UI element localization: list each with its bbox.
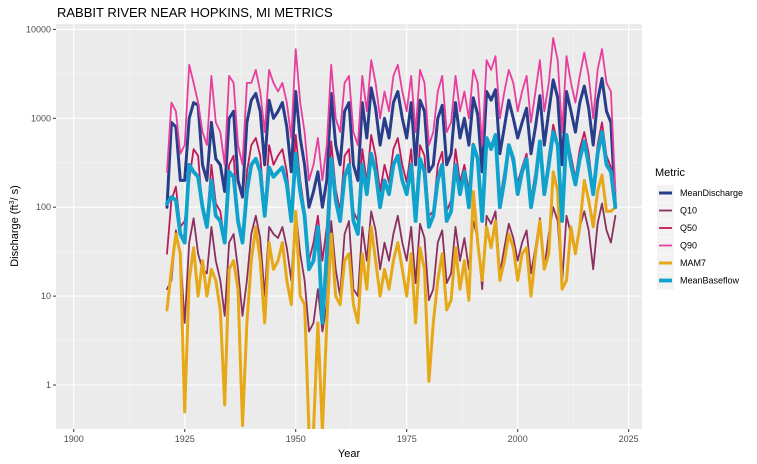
y-tick-label: 1000 [31,113,51,123]
legend-title: Metric [655,167,685,179]
y-axis-ticks: 1 10 100 1000 10000 [26,24,56,390]
y-tick-label: 10 [41,291,51,301]
series-line-meanbaseflow [165,130,618,325]
x-tick-label: 2025 [619,434,639,444]
x-tick-label: 1900 [64,434,84,444]
y-axis-title-main: Discharge (ft [9,204,21,266]
x-tick-label: 1925 [175,434,195,444]
series-lines [165,37,618,429]
legend: MeanDischarge Q10 Q50 Q90 MAM7 MeanBaseflow [657,185,743,290]
series-line-meandischarge [165,77,617,209]
y-axis-title-sup: 3 [9,200,16,204]
legend-label-meanbaseflow: MeanBaseflow [680,276,740,286]
y-axis-title-end: / s) [9,185,21,200]
x-tick-label: 1950 [286,434,306,444]
series-line-q90 [166,37,617,193]
series-line-mam7 [165,170,617,429]
legend-label-q50: Q50 [680,223,697,233]
x-axis-title: Year [338,448,361,460]
x-tick-label: 2000 [508,434,528,444]
y-axis-title: Discharge (ft3/ s) [9,185,21,267]
x-axis-ticks: 1900 1925 1950 1975 2000 2025 [64,429,639,444]
y-tick-label: 100 [36,202,51,212]
chart-title: RABBIT RIVER NEAR HOPKINS, MI METRICS [57,5,333,20]
y-tick-label: 10000 [26,24,51,34]
legend-label-mam7: MAM7 [680,258,706,268]
legend-label-q10: Q10 [680,206,697,216]
x-tick-label: 1975 [397,434,417,444]
legend-label-meandischarge: MeanDischarge [680,188,743,198]
legend-label-q90: Q90 [680,241,697,251]
y-tick-label: 1 [46,380,51,390]
